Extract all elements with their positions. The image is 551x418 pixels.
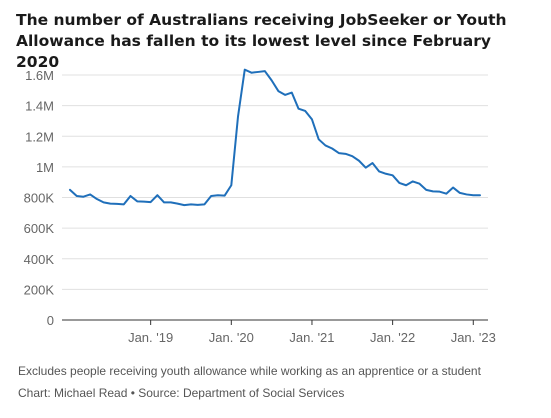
y-tick-label: 400K [24, 252, 55, 267]
footnote: Excludes people receiving youth allowanc… [18, 364, 481, 378]
y-tick-label: 1M [36, 160, 54, 175]
y-tick-label: 600K [24, 221, 55, 236]
credit-line: Chart: Michael Read • Source: Department… [18, 386, 345, 400]
x-axis-ticks [150, 320, 474, 325]
y-tick-label: 200K [24, 282, 55, 297]
x-tick-label: Jan. '23 [451, 330, 496, 345]
chart-title: The number of Australians receiving JobS… [16, 11, 507, 71]
y-axis-labels: 0 200K 400K 600K 800K 1M 1.2M 1.4M 1.6M [24, 68, 55, 328]
y-tick-label: 0 [47, 313, 54, 328]
x-tick-label: Jan. '22 [370, 330, 415, 345]
x-tick-label: Jan. '21 [289, 330, 334, 345]
y-tick-label: 1.4M [25, 99, 54, 114]
y-tick-label: 800K [24, 191, 55, 206]
x-axis-labels: Jan. '19 Jan. '20 Jan. '21 Jan. '22 Jan. '23 [128, 330, 496, 345]
x-tick-label: Jan. '20 [209, 330, 254, 345]
y-tick-label: 1.2M [25, 129, 54, 144]
grid [62, 74, 488, 290]
x-tick-label: Jan. '19 [128, 330, 173, 345]
series-line [69, 68, 481, 207]
y-tick-label: 1.6M [25, 68, 54, 83]
